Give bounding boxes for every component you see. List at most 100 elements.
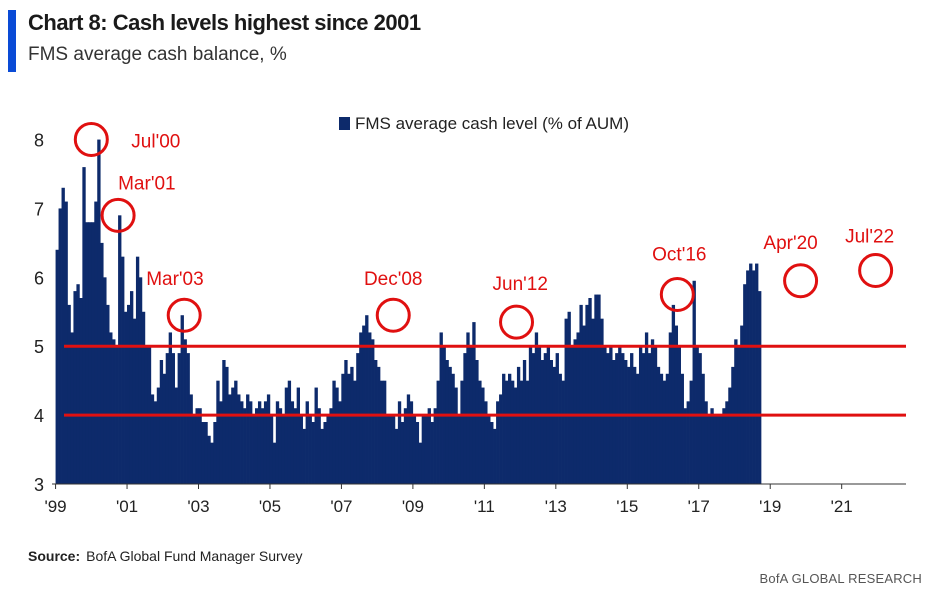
- bar: [124, 311, 128, 484]
- bar: [320, 428, 324, 484]
- bar: [61, 187, 65, 484]
- bar: [353, 380, 357, 484]
- annotation-circle: [659, 277, 695, 313]
- bar: [118, 215, 122, 484]
- legend: FMS average cash level (% of AUM): [339, 114, 629, 133]
- bar: [338, 401, 342, 484]
- bar: [451, 373, 455, 484]
- bar: [219, 401, 223, 484]
- bar: [749, 263, 753, 484]
- bar: [311, 422, 315, 484]
- bar: [505, 380, 509, 484]
- bar: [493, 428, 497, 484]
- bar: [314, 387, 318, 484]
- bar: [365, 315, 369, 484]
- bar: [260, 408, 265, 484]
- bar: [540, 360, 545, 484]
- bar: [109, 332, 113, 484]
- bar: [448, 366, 452, 484]
- bar: [400, 422, 405, 484]
- legend-swatch: [339, 117, 350, 130]
- y-tick-label: 6: [34, 268, 44, 288]
- bar: [249, 401, 253, 484]
- bar: [457, 415, 461, 484]
- bar: [445, 360, 449, 484]
- bar: [159, 360, 164, 484]
- x-tick-label: '21: [831, 497, 853, 516]
- annotation-label: Jun'12: [493, 274, 548, 295]
- bar: [508, 373, 512, 484]
- bar: [516, 366, 521, 484]
- bar: [252, 415, 256, 484]
- annotation-circle: [73, 122, 109, 158]
- bar: [487, 415, 491, 484]
- x-tick-label: '11: [474, 497, 495, 516]
- bar: [588, 298, 592, 484]
- bar: [58, 208, 62, 484]
- bar: [100, 242, 104, 484]
- annotation-circle: [166, 297, 202, 333]
- bar: [531, 353, 536, 484]
- bar: [567, 311, 571, 484]
- bar: [350, 366, 354, 484]
- bar: [359, 332, 363, 484]
- bar: [308, 415, 312, 484]
- bar: [484, 401, 488, 484]
- bar: [728, 387, 732, 484]
- bar: [88, 222, 92, 484]
- bar: [231, 387, 235, 484]
- bar: [406, 394, 411, 484]
- bar: [463, 353, 467, 484]
- bar: [555, 353, 559, 484]
- bar: [112, 339, 116, 484]
- bar: [624, 360, 628, 484]
- bar: [228, 394, 232, 484]
- bar: [263, 401, 268, 484]
- title-accent-bar: [8, 10, 16, 72]
- bar: [82, 167, 86, 485]
- bar: [472, 322, 476, 484]
- bar: [552, 366, 556, 484]
- bar: [103, 277, 107, 484]
- bar: [710, 408, 714, 484]
- bar: [656, 366, 661, 484]
- bar: [701, 373, 705, 484]
- bar: [612, 360, 616, 484]
- bar: [412, 415, 417, 484]
- bar: [153, 401, 158, 484]
- bar: [106, 304, 110, 484]
- bar: [621, 353, 625, 484]
- bar: [564, 318, 568, 484]
- bar: [510, 380, 515, 484]
- bar: [415, 422, 420, 484]
- x-tick-label: '19: [759, 497, 781, 516]
- bar: [644, 332, 649, 484]
- bar: [647, 353, 652, 484]
- bar: [650, 339, 655, 484]
- bar: [600, 318, 604, 484]
- bar: [347, 373, 351, 484]
- bar: [94, 201, 98, 484]
- bar: [499, 394, 503, 484]
- bar: [132, 318, 137, 484]
- legend-label: FMS average cash level (% of AUM): [355, 114, 629, 133]
- bar: [525, 380, 530, 484]
- bar: [150, 394, 155, 484]
- annotation-circle: [100, 197, 136, 233]
- bar: [201, 422, 205, 484]
- x-tick-label: '09: [402, 497, 424, 516]
- bar: [615, 353, 619, 484]
- x-tick-label: '05: [259, 497, 281, 516]
- bar: [746, 270, 750, 484]
- bar: [64, 201, 68, 484]
- bar: [391, 415, 396, 484]
- bar: [329, 408, 333, 484]
- x-tick-label: '13: [545, 497, 567, 516]
- annotation-label: Jul'22: [845, 226, 894, 247]
- bar: [719, 415, 723, 484]
- bar: [127, 304, 131, 484]
- bar: [755, 263, 759, 484]
- bar: [284, 387, 289, 484]
- bar: [73, 291, 77, 484]
- bar: [579, 304, 583, 484]
